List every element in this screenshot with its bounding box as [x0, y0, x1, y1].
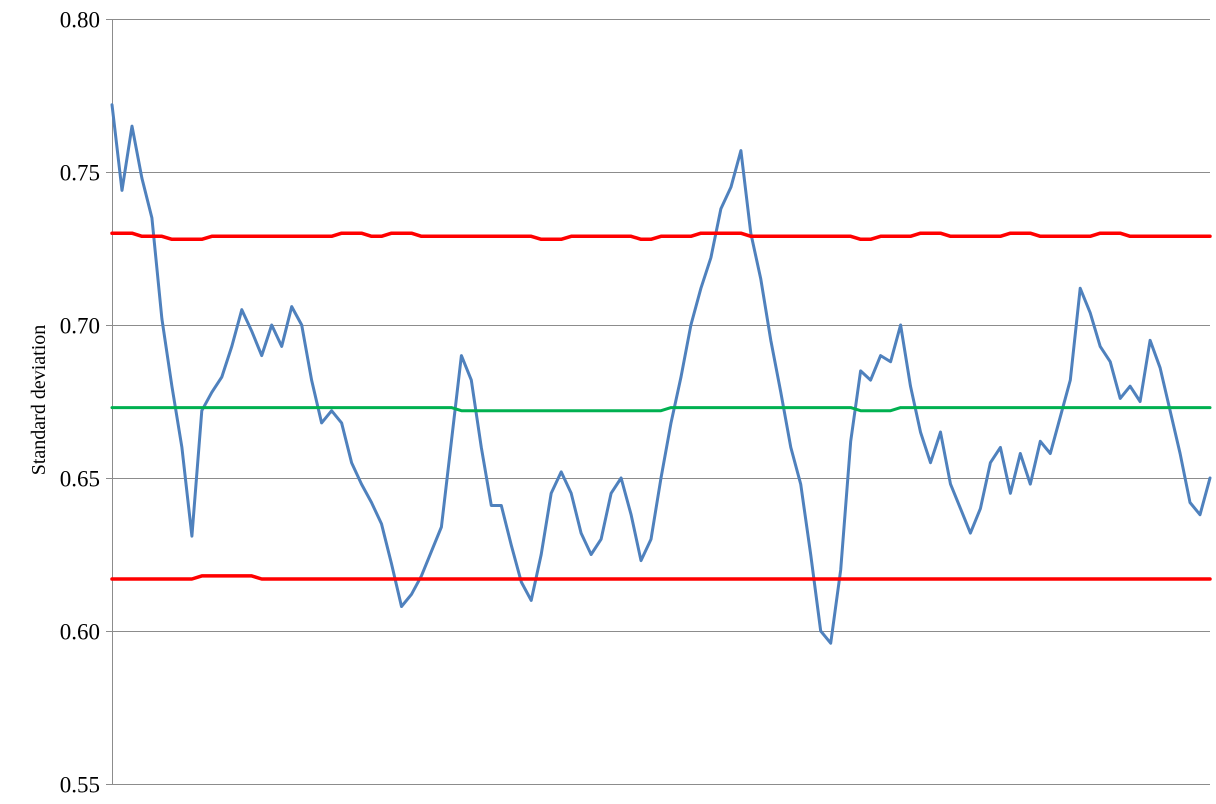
series-line-lower	[110, 574, 1212, 581]
series-line-mean	[110, 406, 1212, 413]
axes	[106, 19, 113, 785]
y-tick-label: 0.70	[60, 314, 100, 339]
series-line-upper	[110, 231, 1212, 242]
y-tick-labels: 0.80 0.75 0.70 0.65 0.60 0.55	[60, 8, 100, 798]
gridlines	[112, 19, 1210, 785]
y-tick-label: 0.75	[60, 161, 100, 186]
y-tick-label: 0.65	[60, 467, 100, 492]
y-tick-label: 0.55	[60, 773, 100, 798]
y-axis-label: Standard deviation	[28, 325, 50, 476]
series-lines	[110, 103, 1212, 645]
series-line-std	[110, 103, 1212, 645]
y-tick-label: 0.60	[60, 620, 100, 645]
y-tick-label: 0.80	[60, 8, 100, 33]
